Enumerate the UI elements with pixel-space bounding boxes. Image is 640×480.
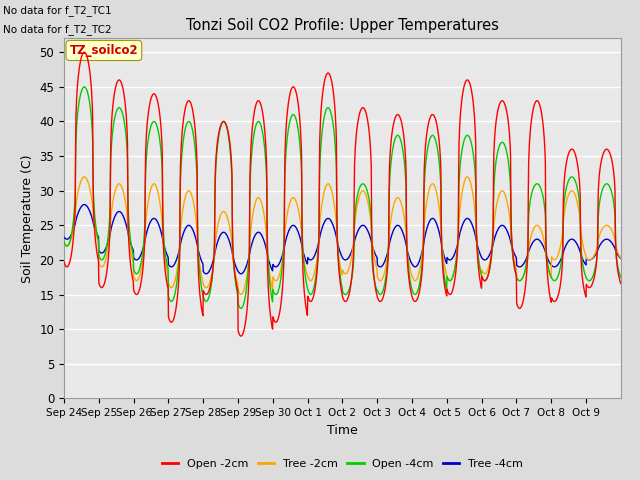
Text: No data for f_T2_TC1: No data for f_T2_TC1 [3, 5, 112, 16]
Text: TZ_soilco2: TZ_soilco2 [70, 44, 138, 57]
Legend: Open -2cm, Tree -2cm, Open -4cm, Tree -4cm: Open -2cm, Tree -2cm, Open -4cm, Tree -4… [157, 455, 527, 473]
Y-axis label: Soil Temperature (C): Soil Temperature (C) [21, 154, 34, 283]
Text: No data for f_T2_TC2: No data for f_T2_TC2 [3, 24, 112, 35]
X-axis label: Time: Time [327, 424, 358, 437]
Title: Tonzi Soil CO2 Profile: Upper Temperatures: Tonzi Soil CO2 Profile: Upper Temperatur… [186, 18, 499, 33]
